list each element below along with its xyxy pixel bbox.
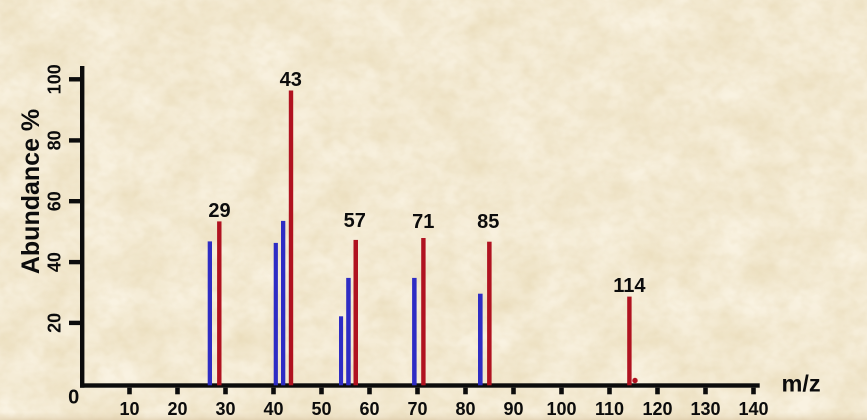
svg-text:140: 140 [738,399,768,419]
svg-text:20: 20 [45,313,65,333]
svg-text:29: 29 [208,200,230,222]
svg-text:40: 40 [263,399,283,419]
svg-text:20: 20 [167,399,187,419]
svg-text:60: 60 [359,399,379,419]
svg-text:30: 30 [215,399,235,419]
svg-text:m/z: m/z [782,371,821,397]
svg-text:85: 85 [477,211,499,233]
svg-text:0: 0 [68,386,79,408]
svg-text:71: 71 [412,211,434,233]
svg-text:60: 60 [45,191,65,211]
svg-text:57: 57 [344,210,366,232]
svg-text:80: 80 [455,399,475,419]
svg-text:120: 120 [642,399,672,419]
svg-text:100: 100 [45,64,65,94]
svg-text:70: 70 [407,399,427,419]
svg-text:Abundance %: Abundance % [17,109,45,274]
svg-text:110: 110 [595,399,624,419]
svg-text:40: 40 [45,252,65,272]
svg-text:80: 80 [45,130,65,150]
svg-text:114: 114 [613,275,646,297]
svg-text:100: 100 [546,399,576,419]
svg-text:90: 90 [503,399,523,419]
svg-text:130: 130 [690,399,720,419]
svg-text:10: 10 [119,399,139,419]
svg-text:43: 43 [280,69,302,91]
svg-text:50: 50 [311,399,331,419]
